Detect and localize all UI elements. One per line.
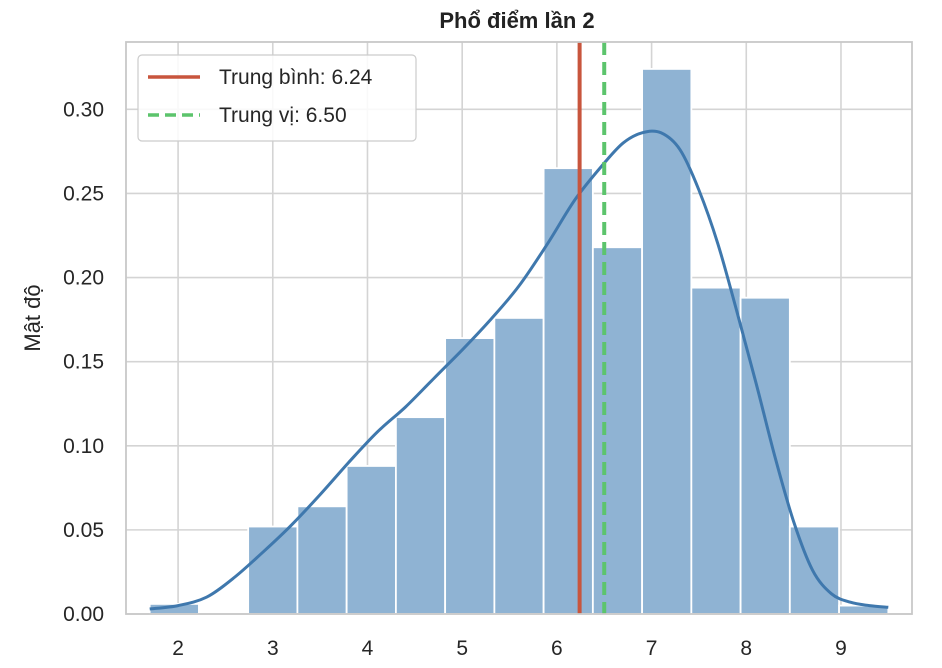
y-tick-labels: 0.00 0.05 0.10 0.15 0.20 0.25 0.30 — [63, 98, 104, 626]
x-tick-labels: 2 3 4 5 6 7 8 9 — [172, 637, 847, 660]
histogram-bar — [591, 246, 644, 615]
histogram-bars — [148, 68, 890, 615]
x-tick-label: 2 — [172, 637, 184, 660]
y-tick-label: 0.00 — [63, 603, 104, 626]
x-tick-label: 9 — [835, 637, 847, 660]
y-tick-label: 0.30 — [63, 98, 104, 121]
kde-curve — [149, 129, 889, 611]
x-tick-label: 5 — [456, 637, 468, 660]
histogram-bar — [542, 167, 594, 615]
y-axis-label: Mật độ — [20, 284, 45, 351]
legend-box — [137, 54, 417, 142]
chart-title: Phổ điểm lần 2 — [439, 8, 594, 33]
x-tick-label: 6 — [551, 637, 563, 660]
x-tick-label: 3 — [267, 637, 279, 660]
legend: Trung bình: 6.24 Trung vị: 6.50 — [137, 54, 417, 142]
legend-mean-label: Trung bình: 6.24 — [219, 66, 373, 89]
histogram-bar — [444, 337, 496, 615]
histogram-bar — [690, 286, 742, 615]
y-tick-label: 0.20 — [63, 267, 104, 290]
histogram-bar — [345, 465, 397, 615]
histogram-bar — [641, 68, 693, 615]
x-tick-label: 7 — [646, 637, 658, 660]
reference-lines — [577, 42, 607, 614]
kde-curve-group — [149, 129, 889, 611]
x-tick-label: 4 — [362, 637, 374, 660]
plot-frame — [125, 41, 913, 615]
y-tick-label: 0.15 — [63, 351, 104, 374]
histogram-bar — [493, 317, 545, 615]
histogram-bar — [394, 416, 447, 615]
histogram-bar — [247, 525, 299, 615]
histogram-bar — [296, 505, 348, 615]
histogram-bar — [739, 296, 791, 615]
y-tick-label: 0.10 — [63, 435, 104, 458]
legend-median-label: Trung vị: 6.50 — [219, 104, 347, 127]
y-tick-label: 0.25 — [63, 182, 104, 205]
y-tick-label: 0.05 — [63, 519, 104, 542]
x-tick-label: 8 — [740, 637, 752, 660]
histogram-bar — [788, 525, 840, 615]
